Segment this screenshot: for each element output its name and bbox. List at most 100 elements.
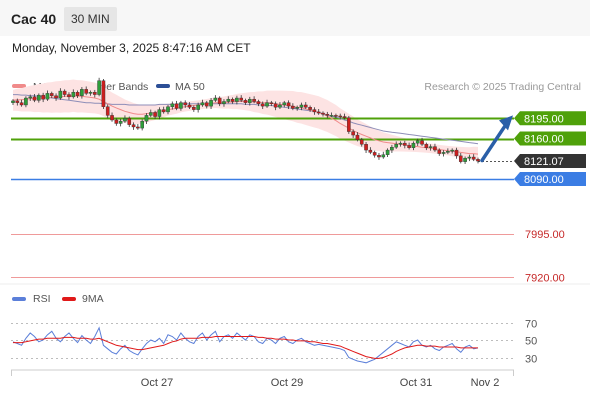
rsi-lines [12, 326, 479, 364]
rsi-grid: 70 50 30 [11, 319, 537, 366]
candlesticks [11, 77, 480, 164]
x-tick-label: Oct 31 [400, 377, 432, 389]
candle [265, 99, 269, 108]
candle-body [62, 90, 67, 95]
candle-body [192, 107, 196, 110]
candle [54, 93, 58, 101]
candle-body [256, 101, 261, 105]
candle-body [364, 144, 368, 151]
candle [148, 109, 153, 118]
candle-body [407, 145, 411, 148]
candle-body [235, 97, 239, 102]
candle [93, 89, 97, 98]
candle-body [101, 80, 106, 107]
candle-body [243, 100, 248, 103]
candle-body [308, 107, 312, 110]
candle-body [58, 90, 63, 99]
candle [15, 98, 20, 106]
candle [230, 97, 235, 104]
candle-body [93, 92, 97, 95]
candle [105, 104, 110, 119]
rsi-tick-label: 50 [525, 336, 537, 348]
candle [407, 142, 411, 150]
candle [222, 99, 226, 107]
candle-body [187, 104, 192, 108]
candle [49, 91, 54, 99]
candle [278, 102, 282, 110]
candle [428, 144, 433, 151]
candle-body [136, 126, 140, 129]
rsi-line [12, 326, 479, 364]
x-tick-label: Oct 27 [141, 377, 173, 389]
level-label-box-resistance [514, 111, 586, 126]
candle [217, 96, 222, 107]
candle-body [359, 139, 364, 145]
candle-body [437, 149, 442, 154]
candle-body [222, 101, 226, 105]
candle [403, 140, 407, 149]
candle-body [338, 115, 343, 118]
candle [11, 99, 15, 105]
candle-body [196, 104, 200, 110]
rsi-tick-label: 70 [525, 319, 537, 331]
candle [269, 100, 274, 107]
research-credit: Research © 2025 Trading Central [424, 81, 581, 93]
candle-body [179, 102, 183, 109]
timestamp: Monday, November 3, 2025 8:47:16 AM CET [12, 41, 251, 55]
candle-body [454, 149, 459, 157]
candle [342, 113, 347, 120]
candle-body [217, 97, 222, 105]
candle-body [11, 100, 15, 103]
candle [153, 110, 157, 119]
candle-body [377, 155, 381, 158]
level-label-box-pivot [514, 172, 586, 186]
candle-body [45, 93, 50, 100]
candle [282, 100, 287, 108]
candle-body [342, 116, 347, 118]
forecast-arrow [480, 115, 513, 163]
candle [295, 105, 299, 111]
ma50-legend-label: MA 50 [175, 81, 205, 93]
candle-body [174, 103, 179, 109]
candle [273, 101, 278, 111]
timeframe-button[interactable]: 30 MIN [64, 7, 117, 31]
candle [88, 90, 93, 96]
candle-body [54, 95, 58, 99]
candle-body [295, 107, 299, 109]
candle-body [161, 109, 166, 113]
candle [471, 154, 476, 162]
candle [325, 111, 330, 119]
candle [381, 151, 386, 159]
candle-body [24, 97, 28, 106]
candle [321, 111, 325, 117]
price-levels [11, 117, 514, 278]
x-tick-label: Nov 2 [471, 377, 500, 389]
candle-body [170, 103, 175, 107]
candle [303, 102, 308, 110]
candle-body [166, 106, 170, 113]
candle-body [286, 102, 291, 107]
candle [118, 118, 123, 127]
candle-body [248, 98, 252, 103]
candle [316, 109, 321, 115]
candle-body [312, 109, 317, 113]
candle [364, 141, 368, 153]
candle-body [209, 100, 213, 107]
candle [213, 95, 218, 103]
candle-body [299, 104, 304, 108]
rsi-tick-label: 30 [525, 354, 537, 366]
candle [187, 102, 192, 110]
candle [204, 100, 209, 109]
candle [441, 150, 446, 157]
candle-body [153, 112, 157, 117]
candle-body [403, 142, 407, 146]
candle [329, 112, 334, 118]
level-label-last: 8121.07 [524, 156, 564, 168]
candle [368, 147, 373, 155]
support-label: 7995.00 [525, 229, 565, 241]
candle-body [321, 112, 325, 115]
candle [446, 148, 450, 155]
ma20-legend-swatch [12, 84, 26, 88]
candle [415, 138, 420, 147]
candle-body [41, 94, 45, 100]
